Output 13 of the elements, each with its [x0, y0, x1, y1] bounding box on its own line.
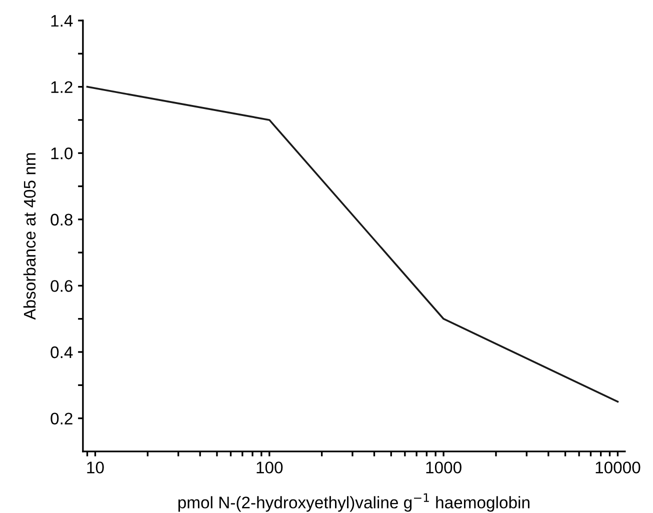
x-axis-title: pmol N-(2-hydroxyethyl)valine g$^{−1}$ haemoglobin	[178, 493, 530, 512]
x-tick-label: 10000	[596, 462, 640, 474]
y-axis-title: Absorbance at 405 nm	[23, 153, 36, 320]
x-tick-label: 100	[256, 462, 283, 474]
x-tick-label: 10	[87, 462, 104, 474]
y-tick-label: 0.6	[50, 280, 72, 292]
y-tick-label: 0.2	[50, 412, 72, 424]
y-tick-label: 0.4	[50, 346, 73, 358]
y-tick-label: 0.8	[50, 214, 72, 226]
x-tick-label: 1000	[426, 462, 462, 474]
y-tick-label: 1.0	[51, 148, 73, 160]
y-tick-label: 1.4	[51, 15, 73, 27]
y-tick-label: 1.2	[51, 81, 72, 93]
